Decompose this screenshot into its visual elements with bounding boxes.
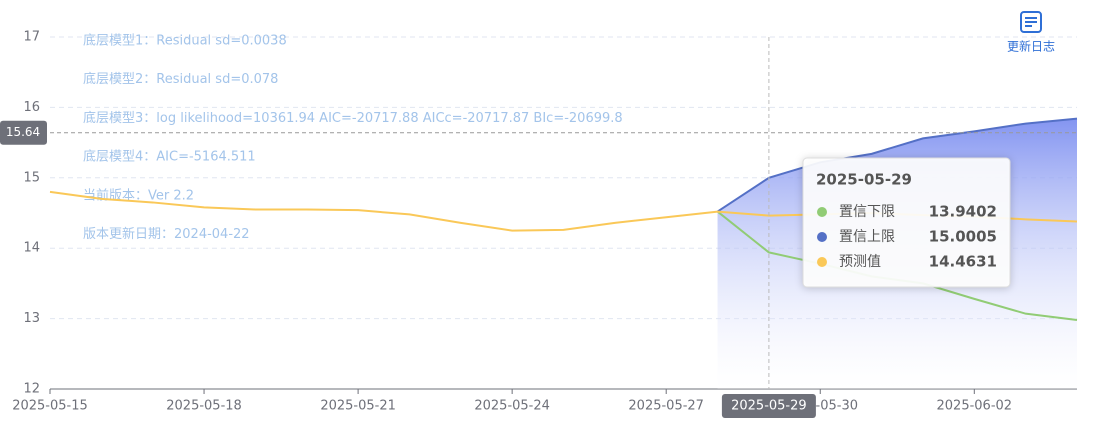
x-tick-label: 2025-05-15	[12, 399, 88, 414]
tooltip-marker	[817, 207, 827, 217]
pointer-y-box	[0, 120, 47, 145]
tooltip-name: 置信上限	[839, 229, 895, 245]
x-tick-label: 2025-05-18	[166, 399, 242, 414]
y-tick-label: 16	[23, 100, 40, 115]
pointer-x-box	[721, 394, 816, 418]
annotation: 底层模型3：log likelihood=10361.94 AIC=-20717…	[83, 110, 623, 126]
y-tick-label: 14	[23, 241, 40, 256]
tooltip: 2025-05-29 置信下限 13.9402 置信上限 15.0005 预测值 14.46…	[802, 157, 1011, 288]
tooltip-marker	[817, 257, 827, 267]
annotation: 底层模型4：AIC=-5164.511	[83, 149, 256, 165]
series-line	[716, 117, 1078, 213]
y-tick-label: 17	[23, 30, 40, 45]
tooltip-title: 2025-05-29	[816, 171, 912, 189]
x-tick-label: 2025-05-27	[628, 399, 704, 414]
annotation: 底层模型1：Residual sd=0.0038	[83, 33, 287, 49]
tooltip-value: 14.4631	[929, 253, 997, 271]
annotation: 版本更新日期：2024-04-22	[83, 226, 250, 242]
x-tick-label: 2025-05-24	[474, 399, 550, 414]
y-tick-label: 13	[23, 311, 40, 326]
x-tick-label: 2025-05-21	[320, 399, 396, 414]
tooltip-value: 15.0005	[929, 228, 997, 246]
pointer-x-label: 2025-05-29	[731, 399, 807, 414]
tooltip-marker	[817, 232, 827, 242]
y-tick-label: 12	[23, 382, 40, 397]
tooltip-name: 预测值	[839, 254, 881, 270]
annotation: 底层模型2：Residual sd=0.078	[83, 71, 278, 87]
tooltip-name: 置信下限	[839, 204, 895, 220]
tooltip-value: 13.9402	[929, 203, 997, 221]
y-tick-label: 15	[23, 170, 40, 185]
pointer-y-label: 15.64	[6, 125, 40, 139]
tooltip-box	[802, 157, 1011, 288]
x-tick-label: 2025-06-02	[937, 399, 1013, 414]
toolbox[interactable]: 更新日志	[1007, 11, 1055, 54]
toolbox-label[interactable]: 更新日志	[1007, 39, 1055, 54]
